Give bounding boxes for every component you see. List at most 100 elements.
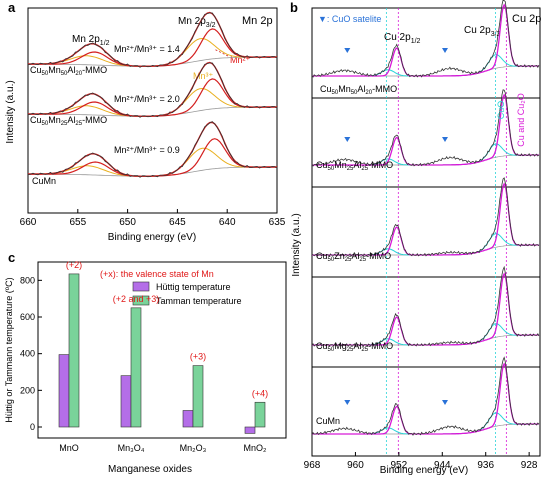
panel-c-ylabel: Hüttig or Tammann temperature (ºC) (4, 277, 14, 422)
panel-c-xlabel: Manganese oxides (108, 464, 192, 475)
panel-c: c (+x): the valence state of Mn Hüttig t… (4, 250, 287, 475)
panel-b-title: Cu 2p (512, 13, 541, 25)
panel-b-reference-lines (385, 8, 507, 456)
mn2-species-label: Mn²⁺ (230, 55, 250, 65)
panel-a-x-tick-label: 650 (119, 217, 136, 228)
panel-a: a Mn 2p Mn 2p1/2 Mn 2p3/2 Mn²⁺ Mn³⁺ Mn²⁺… (5, 0, 286, 243)
panel-b-spectrum (311, 265, 540, 347)
panel-a-background (28, 166, 277, 177)
panel-a-sample-2: Cu50Mn25Al25-MMO (30, 115, 107, 127)
panel-a-x-ticks: 660 655 650 645 640 635 (20, 209, 286, 228)
panel-b-raw-data (311, 177, 540, 257)
panel-a-letter: a (8, 0, 16, 15)
panel-a-x-tick-label: 635 (269, 217, 286, 228)
panel-a-x-tick-label: 645 (169, 217, 186, 228)
bar-tamman-Mn2O3 (192, 365, 204, 428)
panel-b-background (312, 244, 539, 256)
panel-b-cu-fit (312, 272, 539, 346)
legend-hutig-swatch (132, 281, 150, 292)
panel-b-xlabel: Binding energy (eV) (380, 465, 468, 476)
panel-c-valence-label: (+2) (66, 260, 82, 270)
panel-c-letter: c (8, 250, 15, 265)
panel-c-frame (37, 261, 287, 439)
bar-hutig-Mn2O3 (182, 410, 194, 428)
panel-c-x-tick-label: Mn₃O₄ (118, 443, 145, 453)
panel-b-ylabel: Intensity (a.u.) (291, 213, 302, 276)
legend-hutig-label: Hüttig temperature (156, 282, 231, 292)
panel-b-subplot-frame (311, 186, 541, 278)
panel-b-cu-fit (312, 182, 539, 256)
panel-b-subplot-frame (311, 366, 541, 457)
panel-b-x-tick-label: 960 (347, 460, 364, 471)
panel-b-spectra (311, 0, 540, 436)
panel-a-sample-1: Cu50Mn50Al20-MMO (30, 65, 107, 77)
panel-b-sample-4: Cu50Mg25Al25-MMO (316, 341, 393, 353)
panel-b-raw-data (311, 356, 540, 436)
panel-b-raw-data (311, 265, 540, 347)
legend-tamman-swatch (132, 295, 150, 306)
ratio-label-3: Mn²⁺/Mn³⁺ = 0.9 (114, 145, 180, 155)
bar-hutig-MnO (58, 354, 70, 428)
panel-a-sample-3: CuMn (32, 176, 56, 186)
panel-b-spectrum (311, 89, 540, 167)
panel-b-cuo-fit (312, 412, 539, 435)
panel-b: b ▼: CuO satelite Cu 2p Cu 2p1/2 Cu 2p3/… (290, 0, 541, 476)
panel-c-valence-labels: (+2) (+2 and +3) (+3) (+4) (66, 260, 268, 398)
bar-tamman-MnO (68, 273, 80, 428)
cuo-satellite-marker (442, 48, 448, 53)
mn2-arrow (213, 48, 229, 57)
panel-b-raw-data (311, 0, 540, 78)
panel-b-x-ticks: 968 960 952 944 936 928 (304, 452, 538, 471)
panel-b-x-tick-label: 944 (434, 460, 451, 471)
panel-b-x-tick-label: 952 (391, 460, 408, 471)
mn3-species-label: Mn³⁺ (193, 71, 213, 81)
panel-a-x-tick-label: 660 (20, 217, 37, 228)
panel-c-valence-label: (+2 and +3) (113, 294, 160, 304)
panel-c-y-tick-label: 400 (20, 349, 35, 359)
cuo-line-label: CuO (496, 101, 506, 120)
panel-a-raw-data (27, 12, 278, 68)
cu-2p12-label: Cu 2p1/2 (384, 32, 421, 45)
panel-c-x-tick-label: MnO₂ (244, 443, 268, 453)
panel-a-title: Mn 2p (242, 15, 273, 27)
panel-c-valence-label: (+4) (252, 388, 268, 398)
cuo-satellite-marker (442, 400, 448, 405)
cuo-satellite-legend: ▼: CuO satelite (318, 14, 381, 24)
panel-b-cuo-fit (312, 54, 539, 77)
ratio-label-2: Mn²⁺/Mn³⁺ = 2.0 (114, 94, 180, 104)
panel-b-raw-data (311, 89, 540, 167)
bar-tamman-Mn3O4 (130, 307, 142, 428)
panel-b-subplot-frame (311, 276, 541, 368)
panel-c-y-tick-label: 800 (20, 275, 35, 285)
mn-2p32-label: Mn 2p3/2 (178, 16, 216, 29)
panel-a-spectrum (27, 11, 278, 68)
panel-c-y-tick-label: 200 (20, 385, 35, 395)
ratio-label-1: Mn²⁺/Mn³⁺ = 1.4 (114, 44, 180, 54)
cuo-satellite-marker (344, 137, 351, 142)
panel-a-raw-data (27, 62, 278, 118)
panel-b-cu-fit (312, 362, 539, 435)
panel-c-y-ticks: 0 200 400 600 800 (20, 275, 42, 432)
panel-a-frame (27, 7, 278, 214)
panel-a-background (28, 106, 277, 117)
panel-b-letter: b (290, 0, 298, 15)
panel-c-x-tick-label: Mn₂O₃ (180, 443, 207, 453)
panel-a-xlabel: Binding energy (eV) (108, 232, 196, 243)
panel-b-x-tick-label: 928 (521, 460, 538, 471)
mn-2p12-label: Mn 2p1/2 (72, 34, 110, 47)
panel-a-ylabel: Intensity (a.u.) (5, 80, 16, 143)
panel-a-spectra (27, 11, 278, 178)
panel-b-sample-5: CuMn (316, 416, 340, 426)
cuo-satellite-marker (344, 400, 351, 405)
valence-annotation: (+x): the valence state of Mn (100, 269, 214, 279)
panel-b-sample-1: Cu50Mn50Al20-MMO (320, 84, 397, 96)
panel-c-bars (58, 273, 266, 434)
panel-c-valence-label: (+3) (190, 352, 206, 362)
bar-hutig-MnO2 (244, 426, 256, 434)
panel-a-spectrum (27, 121, 278, 178)
panel-c-x-tick-label: MnO (59, 443, 79, 453)
panel-b-x-tick-label: 936 (477, 460, 494, 471)
cu-cu2o-line-label: Cu and Cu₂O (516, 93, 526, 147)
panel-a-raw-data (27, 121, 278, 178)
